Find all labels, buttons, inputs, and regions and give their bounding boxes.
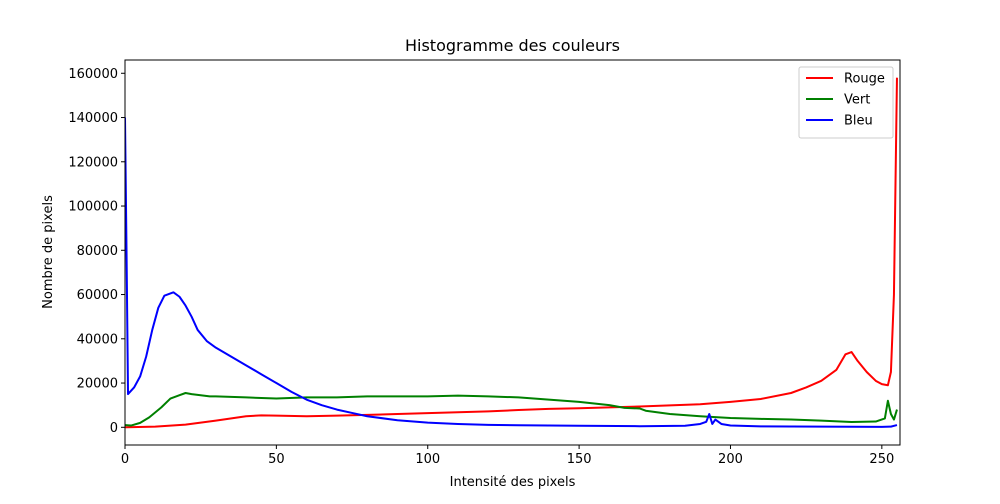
y-tick-label: 80000 bbox=[77, 244, 118, 259]
x-tick-label: 250 bbox=[869, 452, 894, 467]
x-tick-label: 200 bbox=[718, 452, 743, 467]
y-axis-ticks: 0 20000 40000 60000 80000 100000 120000 140000 1… bbox=[68, 67, 125, 436]
y-tick-label: 100000 bbox=[68, 200, 118, 215]
x-tick-label: 0 bbox=[121, 452, 129, 467]
series-line-bleu bbox=[125, 117, 898, 428]
plot-frame bbox=[124, 59, 901, 446]
x-tick-label: 150 bbox=[567, 452, 592, 467]
y-tick-label: 140000 bbox=[68, 111, 118, 126]
series-layer bbox=[125, 77, 898, 429]
y-tick-label: 40000 bbox=[77, 332, 118, 347]
legend-label-rouge: Rouge bbox=[844, 72, 885, 87]
chart-title: Histogramme des couleurs bbox=[405, 36, 620, 55]
legend-label-bleu: Bleu bbox=[844, 114, 873, 129]
y-tick-label: 120000 bbox=[68, 155, 118, 170]
series-line-vert bbox=[125, 392, 898, 427]
series-line-rouge bbox=[125, 77, 898, 429]
legend-label-vert: Vert bbox=[844, 93, 870, 108]
y-axis-label: Nombre de pixels bbox=[41, 195, 56, 309]
x-axis-ticks: 0 50 100 150 200 250 bbox=[121, 445, 894, 467]
y-tick-label: 160000 bbox=[68, 67, 118, 82]
y-tick-label: 0 bbox=[110, 421, 118, 436]
y-tick-label: 60000 bbox=[77, 288, 118, 303]
legend: Rouge Vert Bleu bbox=[798, 66, 894, 139]
x-axis-label: Intensité des pixels bbox=[450, 475, 576, 490]
y-tick-label: 20000 bbox=[77, 377, 118, 392]
x-tick-label: 50 bbox=[268, 452, 285, 467]
x-tick-label: 100 bbox=[415, 452, 440, 467]
